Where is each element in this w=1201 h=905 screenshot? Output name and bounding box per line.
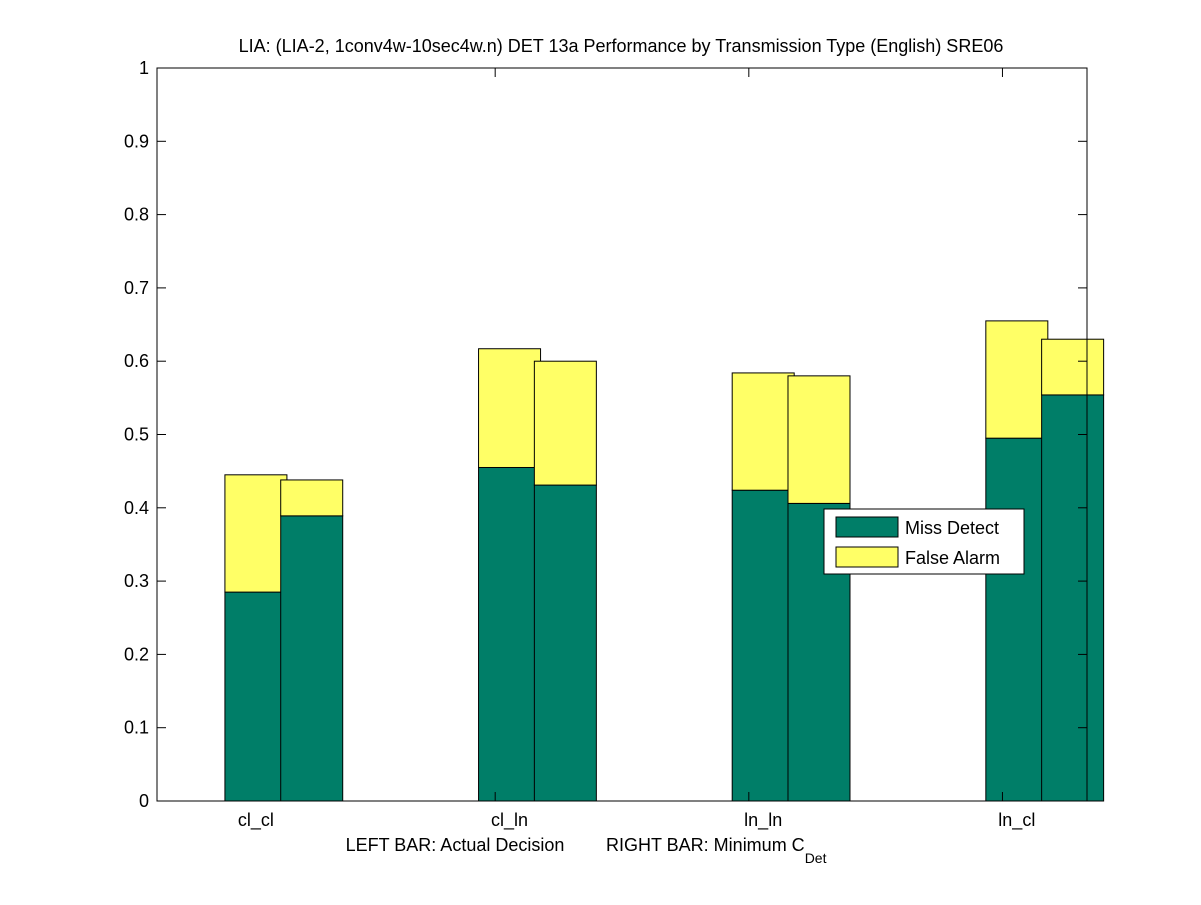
bar-cl_cl-actual-false-alarm [224,474,288,593]
y-tick-label: 0.2 [124,644,149,664]
bar-ln_cl-actual-miss-detect [985,437,1049,802]
y-tick-label: 0.9 [124,131,149,151]
y-tick-label: 0.3 [124,571,149,591]
x-axis-label-right-subscript: Det [805,850,827,866]
legend-swatch-miss-detect [835,516,899,538]
y-tick-label: 0.8 [124,205,149,225]
bar-cl_ln-actual-miss-detect [478,466,542,802]
x-tick-label-ln_cl: ln_cl [998,810,1035,831]
ticks-layer: 0 0.1 0.2 0.3 0.4 0.5 0.6 0.7 0.8 0.9 1 cl_cl cl_ln l… [124,58,1087,831]
x-tick-label-cl_ln: cl_ln [491,810,528,831]
legend-label-false-alarm: False Alarm [905,548,1000,568]
y-tick-label: 0 [139,791,149,811]
x-axis-label-right: RIGHT BAR: Minimum CDet [606,835,827,866]
bar-ln_cl-minimum-miss-detect [1041,394,1105,802]
bar-cl_cl-actual-miss-detect [224,591,288,802]
bars-layer [224,320,1105,802]
x-axis-label: LEFT BAR: Actual Decision RIGHT BAR: Min… [346,835,827,866]
legend-label-miss-detect: Miss Detect [905,518,999,538]
bar-ln_ln-actual-false-alarm [731,372,795,491]
bar-cl_cl-minimum-miss-detect [280,515,344,802]
y-tick-label: 0.4 [124,498,149,518]
x-tick-label-ln_ln: ln_ln [744,810,782,831]
legend: Miss Detect False Alarm [823,508,1025,575]
bar-ln_cl-minimum-false-alarm [1041,338,1105,396]
chart-title: LIA: (LIA-2, 1conv4w-10sec4w.n) DET 13a … [239,36,1004,56]
x-axis-label-left: LEFT BAR: Actual Decision [346,835,565,855]
y-tick-label: 0.5 [124,425,149,445]
bar-cl_ln-minimum-miss-detect [533,484,597,802]
y-tick-label: 0.1 [124,718,149,738]
bar-cl_ln-minimum-false-alarm [533,360,597,486]
y-tick-label: 1 [139,58,149,78]
legend-swatch-false-alarm [835,546,899,568]
bar-ln_ln-actual-miss-detect [731,489,795,802]
x-tick-label-cl_cl: cl_cl [238,810,274,831]
bar-cl_cl-minimum-false-alarm [280,479,344,517]
y-tick-label: 0.6 [124,351,149,371]
bar-ln_cl-actual-false-alarm [985,320,1049,439]
bar-cl_ln-actual-false-alarm [478,348,542,468]
x-axis-label-right-main: RIGHT BAR: Minimum C [606,835,805,855]
bar-ln_ln-minimum-false-alarm [787,375,851,504]
y-tick-label: 0.7 [124,278,149,298]
